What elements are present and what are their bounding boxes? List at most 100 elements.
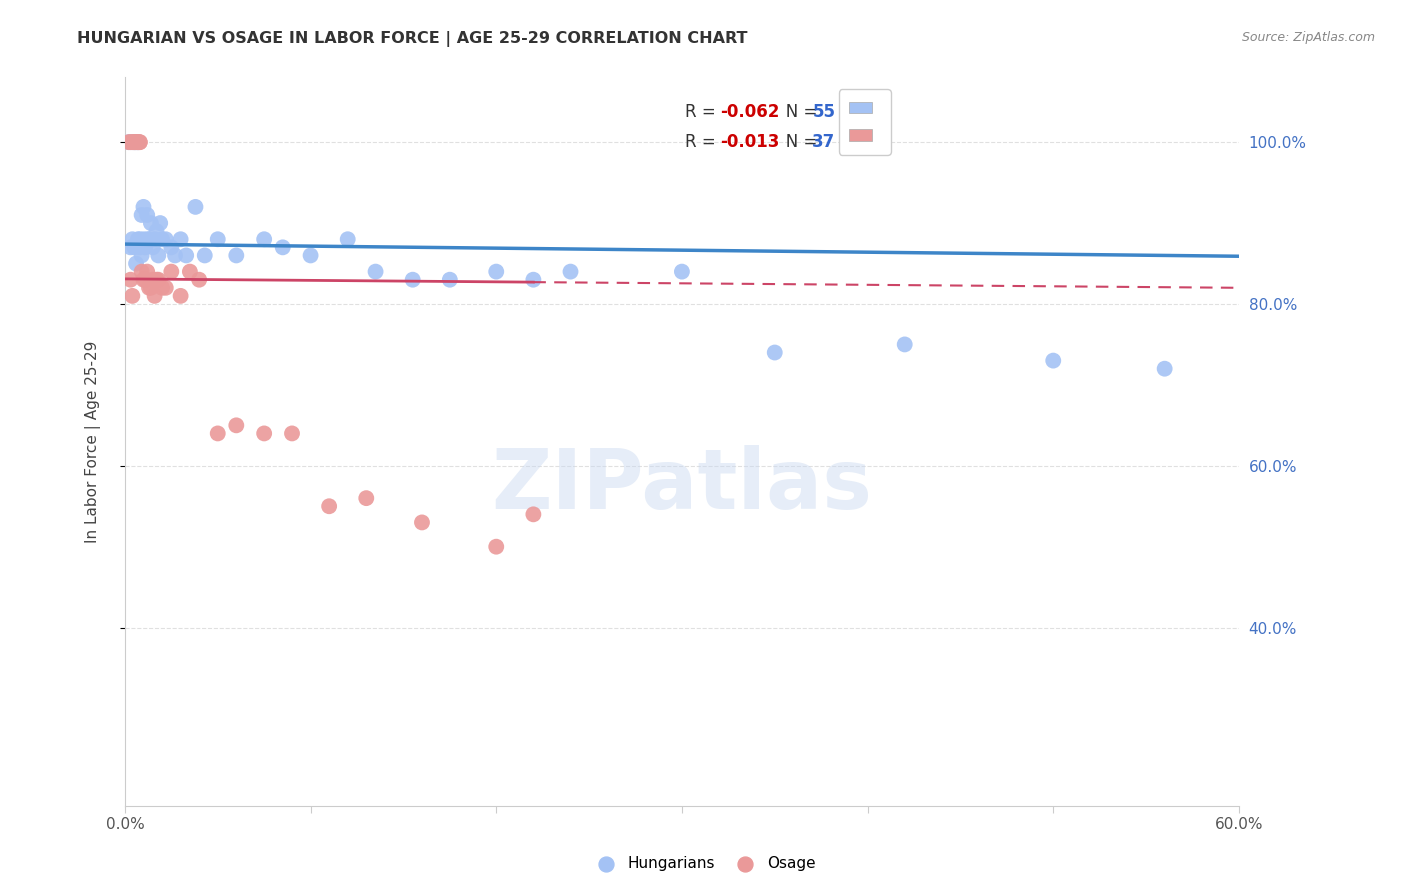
Point xyxy=(207,426,229,441)
Text: Source: ZipAtlas.com: Source: ZipAtlas.com xyxy=(1241,31,1375,45)
Point xyxy=(128,240,150,254)
Point xyxy=(120,135,142,149)
Point xyxy=(253,426,276,441)
Point xyxy=(671,265,693,279)
Text: HUNGARIAN VS OSAGE IN LABOR FORCE | AGE 25-29 CORRELATION CHART: HUNGARIAN VS OSAGE IN LABOR FORCE | AGE … xyxy=(77,31,748,47)
Point xyxy=(122,240,145,254)
Point xyxy=(127,135,149,149)
Point xyxy=(122,135,145,149)
Point xyxy=(169,232,191,246)
Text: N =: N = xyxy=(770,103,823,121)
Point xyxy=(127,135,149,149)
Point xyxy=(155,232,177,246)
Point xyxy=(194,248,217,262)
Point xyxy=(125,135,148,149)
Text: ZIPatlas: ZIPatlas xyxy=(492,445,872,525)
Point xyxy=(127,135,149,149)
Point xyxy=(299,248,322,262)
Point xyxy=(522,273,544,287)
Point xyxy=(1042,353,1064,368)
Point xyxy=(121,232,143,246)
Y-axis label: In Labor Force | Age 25-29: In Labor Force | Age 25-29 xyxy=(86,341,101,542)
Point xyxy=(148,273,170,287)
Point xyxy=(155,281,177,295)
Point xyxy=(121,289,143,303)
Point xyxy=(127,135,149,149)
Point xyxy=(184,200,207,214)
Point xyxy=(485,540,508,554)
Text: -0.062: -0.062 xyxy=(720,103,779,121)
Point xyxy=(120,273,142,287)
Text: N =: N = xyxy=(770,133,823,151)
Text: 37: 37 xyxy=(813,133,835,151)
Point xyxy=(143,289,166,303)
Point xyxy=(145,273,167,287)
Point xyxy=(125,256,148,270)
Point xyxy=(225,418,247,433)
Point xyxy=(125,135,148,149)
Point xyxy=(169,289,191,303)
Point xyxy=(560,265,582,279)
Point xyxy=(411,516,433,530)
Point xyxy=(402,273,425,287)
Point xyxy=(225,248,247,262)
Point xyxy=(763,345,786,359)
Point xyxy=(281,426,304,441)
Point xyxy=(134,273,156,287)
Point xyxy=(142,240,165,254)
Point xyxy=(128,135,150,149)
Legend: , : , xyxy=(839,89,891,154)
Point xyxy=(138,232,160,246)
Point xyxy=(336,232,359,246)
Point xyxy=(174,248,197,262)
Point xyxy=(131,265,153,279)
Point xyxy=(160,240,183,254)
Point xyxy=(145,224,167,238)
Point xyxy=(122,135,145,149)
Point xyxy=(485,265,508,279)
Point xyxy=(253,232,276,246)
Point xyxy=(271,240,294,254)
Point xyxy=(148,248,170,262)
Point xyxy=(136,208,159,222)
Point xyxy=(318,500,340,514)
Point xyxy=(150,232,173,246)
Point xyxy=(117,135,139,149)
Point xyxy=(131,208,153,222)
Point xyxy=(131,248,153,262)
Legend: Hungarians, Osage: Hungarians, Osage xyxy=(585,850,821,877)
Point xyxy=(132,200,155,214)
Point xyxy=(139,281,162,295)
Point xyxy=(439,273,461,287)
Point xyxy=(127,232,149,246)
Point xyxy=(522,508,544,522)
Point xyxy=(150,281,173,295)
Point xyxy=(356,491,378,505)
Point xyxy=(120,240,142,254)
Point xyxy=(136,265,159,279)
Point xyxy=(179,265,201,279)
Point xyxy=(122,135,145,149)
Point xyxy=(138,281,160,295)
Point xyxy=(128,135,150,149)
Point xyxy=(134,240,156,254)
Point xyxy=(136,232,159,246)
Point xyxy=(149,216,172,230)
Point xyxy=(142,273,165,287)
Point xyxy=(128,232,150,246)
Point xyxy=(125,135,148,149)
Point xyxy=(122,135,145,149)
Text: R =: R = xyxy=(685,133,721,151)
Point xyxy=(207,232,229,246)
Text: 55: 55 xyxy=(813,103,835,121)
Point xyxy=(117,135,139,149)
Point xyxy=(1153,361,1175,376)
Text: R =: R = xyxy=(685,103,721,121)
Point xyxy=(139,216,162,230)
Point xyxy=(132,273,155,287)
Point xyxy=(188,273,211,287)
Point xyxy=(163,248,186,262)
Point xyxy=(121,135,143,149)
Text: -0.013: -0.013 xyxy=(720,133,779,151)
Point xyxy=(120,135,142,149)
